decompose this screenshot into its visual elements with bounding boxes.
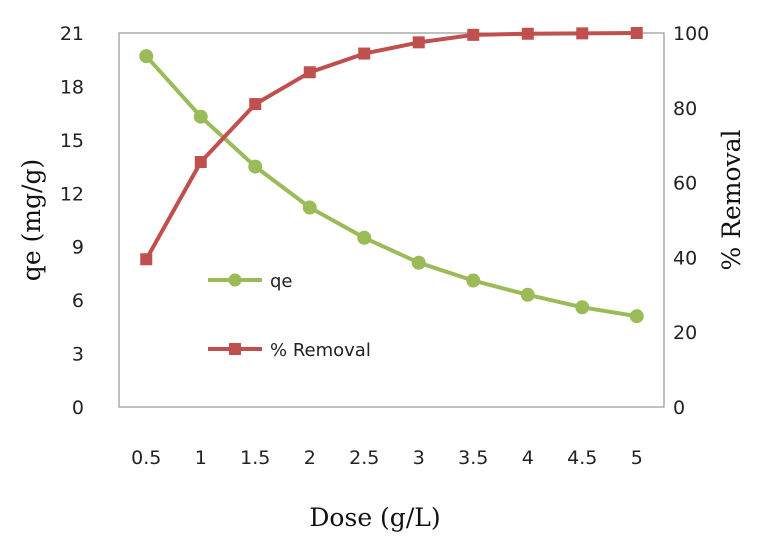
data-point-removal bbox=[412, 36, 425, 49]
data-point-removal bbox=[249, 98, 262, 111]
right-y-axis: 0 20 40 60 80 100 bbox=[673, 23, 709, 419]
x-axis-title: Dose (g/L) bbox=[309, 503, 440, 532]
right-y-tick-label: 60 bbox=[673, 173, 697, 195]
data-point-removal bbox=[576, 27, 589, 40]
x-tick-label: 2 bbox=[304, 447, 316, 469]
data-point-removal bbox=[303, 66, 316, 79]
legend: qe % Removal bbox=[208, 271, 371, 361]
x-tick-label: 2.5 bbox=[349, 447, 379, 469]
legend-marker-removal bbox=[229, 343, 241, 355]
series-layer bbox=[139, 27, 644, 324]
right-y-tick-label: 100 bbox=[673, 23, 709, 45]
x-tick-label: 4 bbox=[522, 447, 534, 469]
right-y-axis-title: % Removal bbox=[717, 129, 746, 270]
right-y-tick-label: 0 bbox=[673, 397, 685, 419]
x-axis: 0.5 1 1.5 2 2.5 3 3.5 4 4.5 5 bbox=[131, 447, 643, 469]
legend-item-qe: qe bbox=[208, 271, 293, 292]
right-y-tick-label: 80 bbox=[673, 98, 697, 120]
right-y-tick-label: 20 bbox=[673, 322, 697, 344]
data-point-qe bbox=[466, 273, 481, 288]
data-point-qe bbox=[193, 109, 208, 124]
series-line-removal bbox=[144, 31, 637, 261]
data-point-removal bbox=[194, 156, 207, 169]
left-y-tick-label: 21 bbox=[60, 23, 84, 45]
x-tick-label: 0.5 bbox=[131, 447, 161, 469]
legend-item-removal: % Removal bbox=[208, 340, 371, 361]
x-tick-label: 3.5 bbox=[458, 447, 488, 469]
right-y-tick-label: 40 bbox=[673, 247, 697, 269]
data-point-qe bbox=[357, 230, 372, 245]
series-line-qe bbox=[144, 54, 638, 319]
data-point-removal bbox=[630, 27, 643, 39]
legend-marker-qe bbox=[228, 273, 242, 287]
data-point-qe bbox=[139, 49, 154, 64]
data-point-qe bbox=[520, 287, 535, 302]
data-point-removal bbox=[467, 28, 480, 41]
data-point-qe bbox=[411, 255, 426, 270]
data-point-qe bbox=[629, 309, 644, 324]
x-tick-label: 1 bbox=[195, 447, 207, 469]
left-y-axis: 0 3 6 9 12 15 18 21 bbox=[60, 23, 84, 419]
data-point-qe bbox=[302, 200, 317, 215]
x-tick-label: 3 bbox=[413, 447, 425, 469]
data-point-removal bbox=[521, 27, 534, 40]
legend-label-qe: qe bbox=[270, 271, 293, 292]
data-point-removal bbox=[140, 253, 153, 266]
left-y-tick-label: 3 bbox=[72, 344, 84, 366]
plot-frame bbox=[118, 32, 665, 408]
left-y-tick-label: 18 bbox=[60, 76, 84, 98]
data-point-removal bbox=[358, 47, 371, 60]
data-point-qe bbox=[248, 159, 263, 174]
left-y-tick-label: 12 bbox=[60, 183, 84, 205]
plot-area-border bbox=[118, 32, 665, 408]
data-point-qe bbox=[575, 300, 590, 315]
left-y-tick-label: 6 bbox=[72, 290, 84, 312]
left-y-tick-label: 9 bbox=[72, 237, 84, 259]
left-y-tick-label: 0 bbox=[72, 397, 84, 419]
x-tick-label: 4.5 bbox=[567, 447, 597, 469]
left-y-axis-title: qe (mg/g) bbox=[17, 159, 46, 281]
x-tick-label: 5 bbox=[631, 447, 643, 469]
left-y-tick-label: 15 bbox=[60, 130, 84, 152]
x-tick-label: 1.5 bbox=[240, 447, 270, 469]
legend-label-removal: % Removal bbox=[270, 340, 371, 361]
